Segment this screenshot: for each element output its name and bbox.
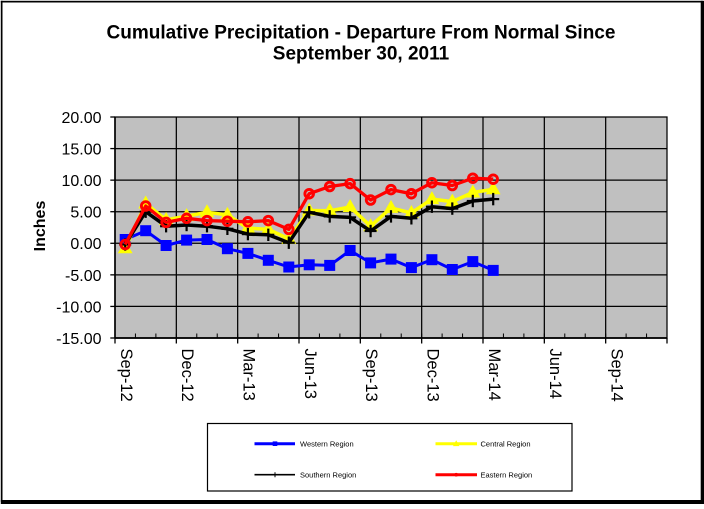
svg-text:Dec-12: Dec-12 [178, 349, 196, 402]
svg-text:15.00: 15.00 [61, 141, 101, 158]
svg-text:Eastern Region: Eastern Region [481, 471, 533, 480]
svg-text:Western Region: Western Region [300, 440, 354, 449]
svg-text:-10.00: -10.00 [56, 299, 101, 316]
svg-text:Inches: Inches [32, 201, 49, 252]
svg-text:Cumulative Precipitation - Dep: Cumulative Precipitation - Departure Fro… [107, 23, 616, 44]
svg-text:0.00: 0.00 [70, 236, 101, 253]
svg-text:Sep-13: Sep-13 [362, 349, 380, 402]
svg-text:September 30, 2011: September 30, 2011 [273, 44, 450, 65]
svg-text:20.00: 20.00 [61, 110, 101, 127]
svg-text:Mar-14: Mar-14 [485, 349, 503, 401]
svg-text:Dec-13: Dec-13 [424, 349, 442, 402]
svg-text:-15.00: -15.00 [56, 331, 101, 348]
svg-text:Sep-14: Sep-14 [608, 349, 626, 402]
svg-text:-5.00: -5.00 [65, 268, 102, 285]
svg-text:10.00: 10.00 [61, 173, 101, 190]
svg-text:Southern Region: Southern Region [300, 471, 356, 480]
svg-text:Mar-13: Mar-13 [240, 349, 258, 401]
svg-text:Jun-13: Jun-13 [301, 349, 319, 399]
svg-text:Jun-14: Jun-14 [546, 349, 564, 399]
svg-text:Sep-12: Sep-12 [117, 349, 135, 402]
svg-text:Central Region: Central Region [481, 440, 531, 449]
svg-text:5.00: 5.00 [70, 205, 101, 222]
